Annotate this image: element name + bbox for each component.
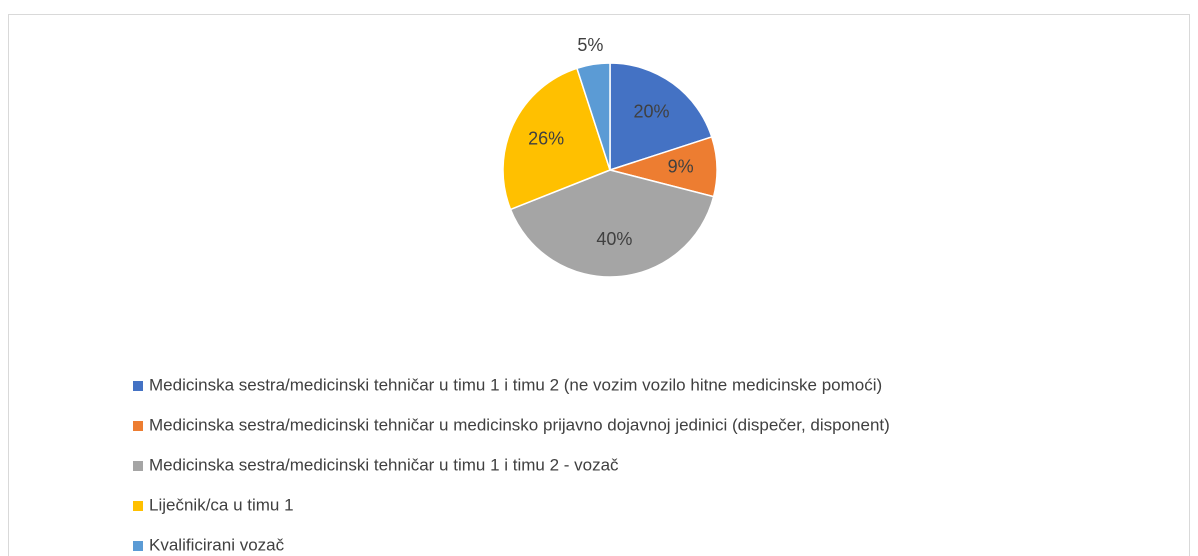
chart-border [8,14,1190,556]
legend-label: Medicinska sestra/medicinski tehničar u … [149,375,882,394]
pie-slice [502,67,611,211]
legend-swatch [133,501,143,511]
legend-label: Liječnik/ca u timu 1 [149,495,294,514]
data-label: 5% [577,35,603,55]
legend-swatch [133,461,143,471]
pie-slice [575,62,611,171]
data-label: 9% [668,157,694,177]
pie-slice [609,62,713,172]
data-label: 20% [633,102,669,122]
legend-label: Medicinska sestra/medicinski tehničar u … [149,415,890,434]
legend-swatch [133,381,143,391]
legend-swatch [133,541,143,551]
legend-label: Medicinska sestra/medicinski tehničar u … [149,455,619,474]
data-label: 40% [596,229,632,249]
legend-label: Kvalificirani vozač [149,535,285,554]
legend-swatch [133,421,143,431]
pie-slice [509,169,715,278]
data-label: 26% [528,129,564,149]
